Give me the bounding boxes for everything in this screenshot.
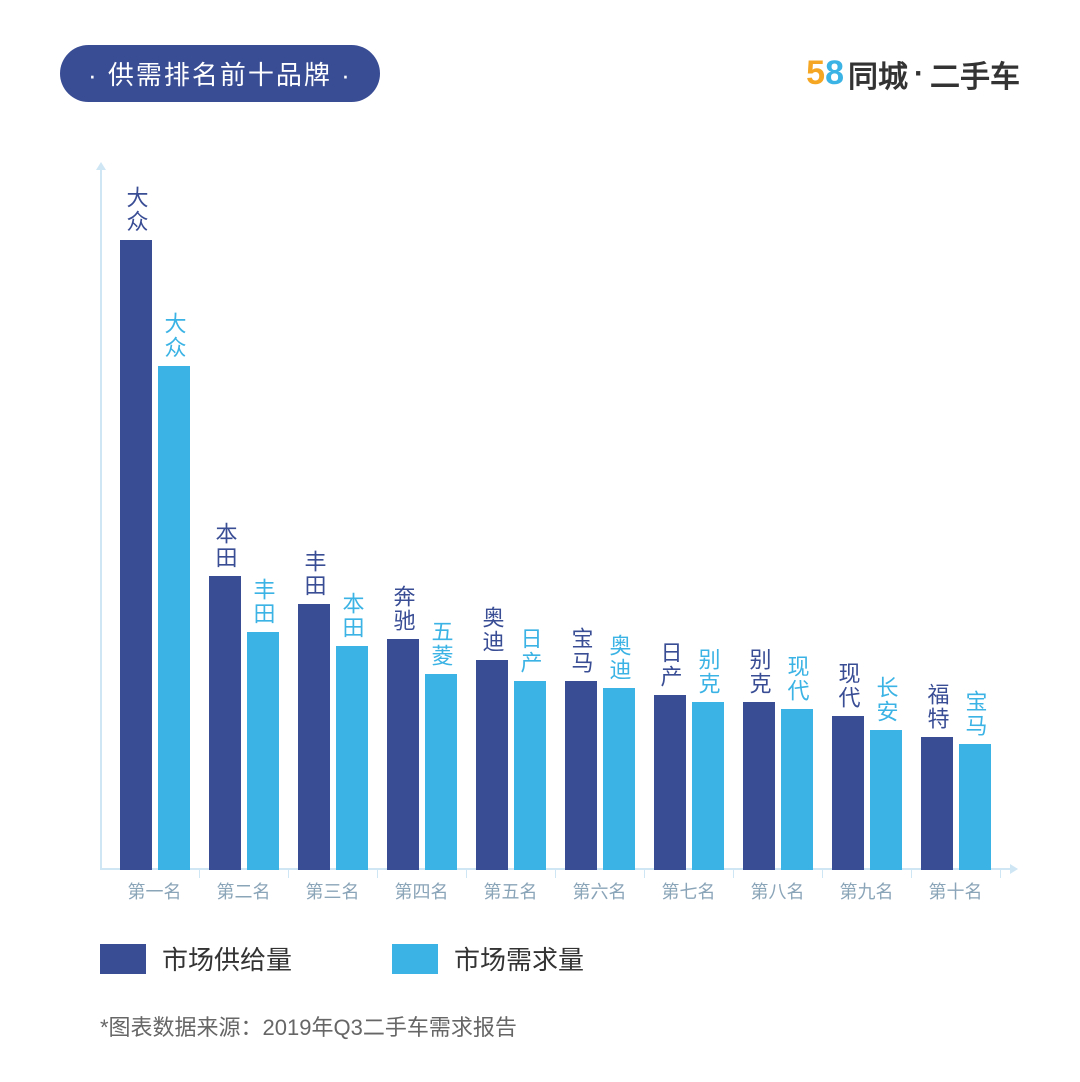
x-tick bbox=[377, 870, 378, 878]
bar-group: 现代长安 bbox=[822, 716, 911, 870]
x-label: 第九名 bbox=[822, 878, 911, 904]
x-tick bbox=[644, 870, 645, 878]
legend-item-supply: 市场供给量 bbox=[100, 940, 292, 977]
bar-group: 宝马奥迪 bbox=[555, 681, 644, 870]
bar-label-demand: 日产 bbox=[514, 627, 546, 675]
bar-label-demand: 宝马 bbox=[959, 690, 991, 738]
x-label: 第五名 bbox=[466, 878, 555, 904]
bar-demand: 奥迪 bbox=[603, 688, 635, 870]
x-tick bbox=[1000, 870, 1001, 878]
logo-text-tongcheng: 同城 bbox=[848, 52, 908, 96]
bar-demand: 现代 bbox=[781, 709, 813, 870]
x-label: 第三名 bbox=[288, 878, 377, 904]
legend-swatch-supply bbox=[100, 944, 146, 974]
legend-label-demand: 市场需求量 bbox=[454, 940, 584, 977]
x-label: 第六名 bbox=[555, 878, 644, 904]
bar-label-supply: 日产 bbox=[654, 641, 686, 689]
legend-label-supply: 市场供给量 bbox=[162, 940, 292, 977]
bar-label-supply: 本田 bbox=[209, 522, 241, 570]
x-tick bbox=[199, 870, 200, 878]
bar-demand: 本田 bbox=[336, 646, 368, 870]
header: · 供需排名前十品牌 · 58 同城 · 二手车 bbox=[60, 45, 1020, 102]
x-tick bbox=[733, 870, 734, 878]
bar-label-supply: 丰田 bbox=[298, 550, 330, 598]
bar-label-demand: 五菱 bbox=[425, 620, 457, 668]
bar-label-demand: 本田 bbox=[336, 592, 368, 640]
bar-group: 日产别克 bbox=[644, 695, 733, 870]
bar-supply: 现代 bbox=[832, 716, 864, 870]
chart-title-pill: · 供需排名前十品牌 · bbox=[60, 45, 380, 102]
bar-supply: 丰田 bbox=[298, 604, 330, 870]
x-tick bbox=[466, 870, 467, 878]
logo-dot: · bbox=[914, 57, 924, 91]
logo-digit-8: 8 bbox=[825, 54, 844, 93]
source-note: *图表数据来源：2019年Q3二手车需求报告 bbox=[100, 1010, 517, 1042]
bar-label-supply: 现代 bbox=[832, 662, 864, 710]
bar-group: 奥迪日产 bbox=[466, 660, 555, 870]
bar-label-supply: 奔驰 bbox=[387, 585, 419, 633]
x-tick bbox=[911, 870, 912, 878]
bar-demand: 长安 bbox=[870, 730, 902, 870]
bar-label-supply: 宝马 bbox=[565, 627, 597, 675]
bar-supply: 别克 bbox=[743, 702, 775, 870]
bar-label-demand: 丰田 bbox=[247, 578, 279, 626]
bar-demand: 日产 bbox=[514, 681, 546, 870]
bar-label-demand: 现代 bbox=[781, 655, 813, 703]
bar-supply: 大众 bbox=[120, 240, 152, 870]
bar-label-supply: 奥迪 bbox=[476, 606, 508, 654]
bar-group: 本田丰田 bbox=[199, 576, 288, 870]
bar-group: 丰田本田 bbox=[288, 604, 377, 870]
legend-swatch-demand bbox=[392, 944, 438, 974]
logo-58: 58 同城 · 二手车 bbox=[806, 52, 1020, 96]
bar-group: 奔驰五菱 bbox=[377, 639, 466, 870]
bar-demand: 丰田 bbox=[247, 632, 279, 870]
legend: 市场供给量 市场需求量 bbox=[100, 940, 584, 977]
x-tick bbox=[288, 870, 289, 878]
bar-label-supply: 大众 bbox=[120, 186, 152, 234]
bar-supply: 日产 bbox=[654, 695, 686, 870]
bar-label-demand: 大众 bbox=[158, 312, 190, 360]
bar-group: 福特宝马 bbox=[911, 737, 1000, 870]
bar-demand: 宝马 bbox=[959, 744, 991, 870]
x-label: 第四名 bbox=[377, 878, 466, 904]
bar-supply: 宝马 bbox=[565, 681, 597, 870]
bar-supply: 奥迪 bbox=[476, 660, 508, 870]
x-label: 第十名 bbox=[911, 878, 1000, 904]
logo-digit-5: 5 bbox=[806, 54, 825, 93]
bar-label-supply: 福特 bbox=[921, 683, 953, 731]
bar-label-supply: 别克 bbox=[743, 648, 775, 696]
bar-supply: 奔驰 bbox=[387, 639, 419, 870]
x-label: 第一名 bbox=[110, 878, 199, 904]
x-label: 第二名 bbox=[199, 878, 288, 904]
bar-label-demand: 奥迪 bbox=[603, 634, 635, 682]
bar-group: 大众大众 bbox=[110, 240, 199, 870]
x-label: 第七名 bbox=[644, 878, 733, 904]
legend-item-demand: 市场需求量 bbox=[392, 940, 584, 977]
bar-group: 别克现代 bbox=[733, 702, 822, 870]
logo-text-ershouche: 二手车 bbox=[930, 52, 1020, 96]
bar-chart: 大众大众本田丰田丰田本田奔驰五菱奥迪日产宝马奥迪日产别克别克现代现代长安福特宝马 bbox=[100, 170, 1000, 870]
x-tick bbox=[555, 870, 556, 878]
x-tick bbox=[822, 870, 823, 878]
bar-demand: 别克 bbox=[692, 702, 724, 870]
x-label: 第八名 bbox=[733, 878, 822, 904]
bar-demand: 五菱 bbox=[425, 674, 457, 870]
bar-label-demand: 别克 bbox=[692, 648, 724, 696]
bars-container: 大众大众本田丰田丰田本田奔驰五菱奥迪日产宝马奥迪日产别克别克现代现代长安福特宝马 bbox=[100, 170, 1000, 870]
bar-demand: 大众 bbox=[158, 366, 190, 870]
x-axis-labels: 第一名第二名第三名第四名第五名第六名第七名第八名第九名第十名 bbox=[100, 878, 1000, 904]
bar-supply: 福特 bbox=[921, 737, 953, 870]
bar-supply: 本田 bbox=[209, 576, 241, 870]
bar-label-demand: 长安 bbox=[870, 676, 902, 724]
